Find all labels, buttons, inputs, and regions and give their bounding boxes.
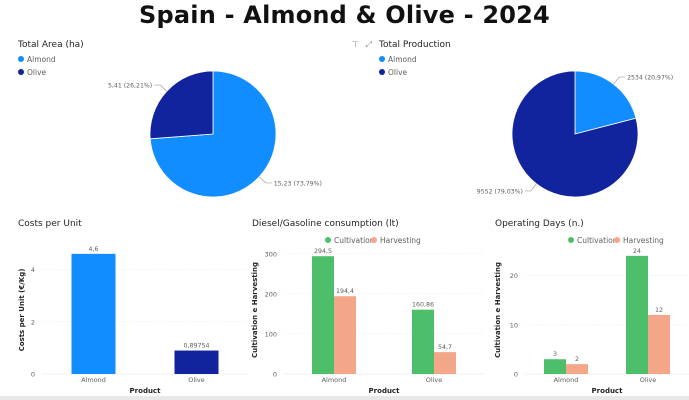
chart-title: Operating Days (n.) (495, 219, 584, 229)
header-icons: ⊤ ⤢ (352, 40, 372, 50)
leader-line (613, 76, 626, 85)
expand-icon[interactable]: ⤢ (365, 40, 372, 49)
x-tick-label: Olive (640, 376, 657, 384)
legend-label: Olive (27, 68, 47, 77)
chart-title: Costs per Unit (18, 219, 82, 229)
bar-olive-cultivation[interactable] (412, 309, 434, 374)
y-tick-label: 200 (265, 291, 277, 299)
legend-label: Cultivation (577, 236, 618, 245)
legend-label: Olive (388, 68, 408, 77)
y-axis-title: Costs per Unit (€/Kg) (18, 269, 26, 352)
y-tick-label: 0 (273, 371, 277, 379)
y-tick-label: 0 (514, 371, 518, 379)
legend-dot-cultivation (325, 237, 331, 243)
legend-dot-almond (18, 56, 24, 62)
x-axis-title: Product (130, 387, 162, 395)
x-tick-label: Almond (81, 376, 106, 384)
bar-olive[interactable] (174, 350, 219, 374)
y-axis-title: Cultivation e Harvesting (251, 262, 259, 358)
y-tick-label: 10 (510, 321, 518, 329)
chart-title: Total Production (379, 40, 451, 50)
bar-value-label: 2 (575, 356, 579, 363)
bottom-divider (0, 396, 689, 400)
legend-label: Harvesting (380, 236, 421, 245)
y-tick-label: 0 (31, 371, 35, 379)
x-tick-label: Almond (322, 376, 347, 384)
bar-value-label: 3 (553, 351, 557, 358)
data-label: 2534 (20,97%) (627, 75, 673, 82)
bar-value-label: 4,6 (88, 246, 98, 253)
legend-item-cultivation[interactable]: Cultivation (325, 236, 375, 245)
leader-line (154, 84, 168, 92)
data-label: 5,41 (26,21%) (108, 83, 152, 90)
legend-label: Almond (388, 55, 417, 64)
x-axis-title: Product (369, 387, 401, 395)
legend-dot-almond (379, 56, 385, 62)
bar-value-label: 194,4 (336, 288, 354, 295)
legend-item-almond[interactable]: Almond (379, 55, 417, 64)
bar-value-label: 12 (655, 307, 663, 314)
filter-icon[interactable]: ⊤ (352, 40, 359, 49)
leader-line (258, 176, 272, 184)
bar-olive-cultivation[interactable] (626, 255, 648, 374)
data-label: 15,23 (73,79%) (274, 180, 322, 187)
bar-olive-harvesting[interactable] (648, 314, 670, 374)
bar-value-label: 54,7 (438, 344, 452, 351)
x-axis-title: Product (592, 387, 624, 395)
y-tick-label: 20 (510, 272, 518, 280)
legend-item-harvesting[interactable]: Harvesting (614, 236, 664, 245)
legend-label: Almond (27, 55, 56, 64)
leader-line (524, 183, 537, 192)
legend-dot-olive (18, 69, 24, 75)
y-tick-label: 2 (31, 318, 35, 326)
bar-almond-harvesting[interactable] (566, 364, 588, 374)
bar-value-label: 294,5 (314, 248, 332, 255)
legend-dot-harvesting (614, 237, 620, 243)
chart-title: Total Area (ha) (18, 40, 84, 50)
y-tick-label: 4 (31, 266, 35, 274)
chart-title: Diesel/Gasoline consumption (lt) (252, 219, 399, 229)
legend-item-almond[interactable]: Almond (18, 55, 56, 64)
legend-label: Harvesting (623, 236, 664, 245)
legend-item-olive[interactable]: Olive (379, 68, 407, 77)
pie-slice-olive[interactable] (511, 70, 639, 198)
legend-item-olive[interactable]: Olive (18, 68, 46, 77)
x-tick-label: Olive (426, 376, 443, 384)
legend-dot-harvesting (371, 237, 377, 243)
y-axis-title: Cultivation e Harvesting (494, 262, 502, 358)
bar-almond-harvesting[interactable] (334, 296, 356, 374)
legend-dot-olive (379, 69, 385, 75)
x-tick-label: Almond (554, 376, 579, 384)
y-tick-label: 100 (265, 331, 277, 339)
legend-dot-cultivation (568, 237, 574, 243)
bar-value-label: 0,89754 (183, 343, 209, 350)
y-tick-label: 300 (265, 251, 277, 259)
bar-almond-cultivation[interactable] (312, 256, 334, 374)
page-title: Spain - Almond & Olive - 2024 (139, 1, 550, 29)
x-tick-label: Olive (188, 376, 205, 384)
bar-almond-cultivation[interactable] (544, 359, 566, 374)
bar-olive-harvesting[interactable] (434, 352, 456, 374)
pie-slice-almond[interactable] (574, 70, 637, 135)
data-label: 9552 (79,03%) (477, 188, 523, 195)
bar-almond[interactable] (71, 253, 116, 374)
bar-value-label: 24 (633, 248, 641, 255)
bar-value-label: 160,86 (412, 302, 434, 309)
legend-label: Cultivation (334, 236, 375, 245)
legend-item-harvesting[interactable]: Harvesting (371, 236, 421, 245)
legend-item-cultivation[interactable]: Cultivation (568, 236, 618, 245)
